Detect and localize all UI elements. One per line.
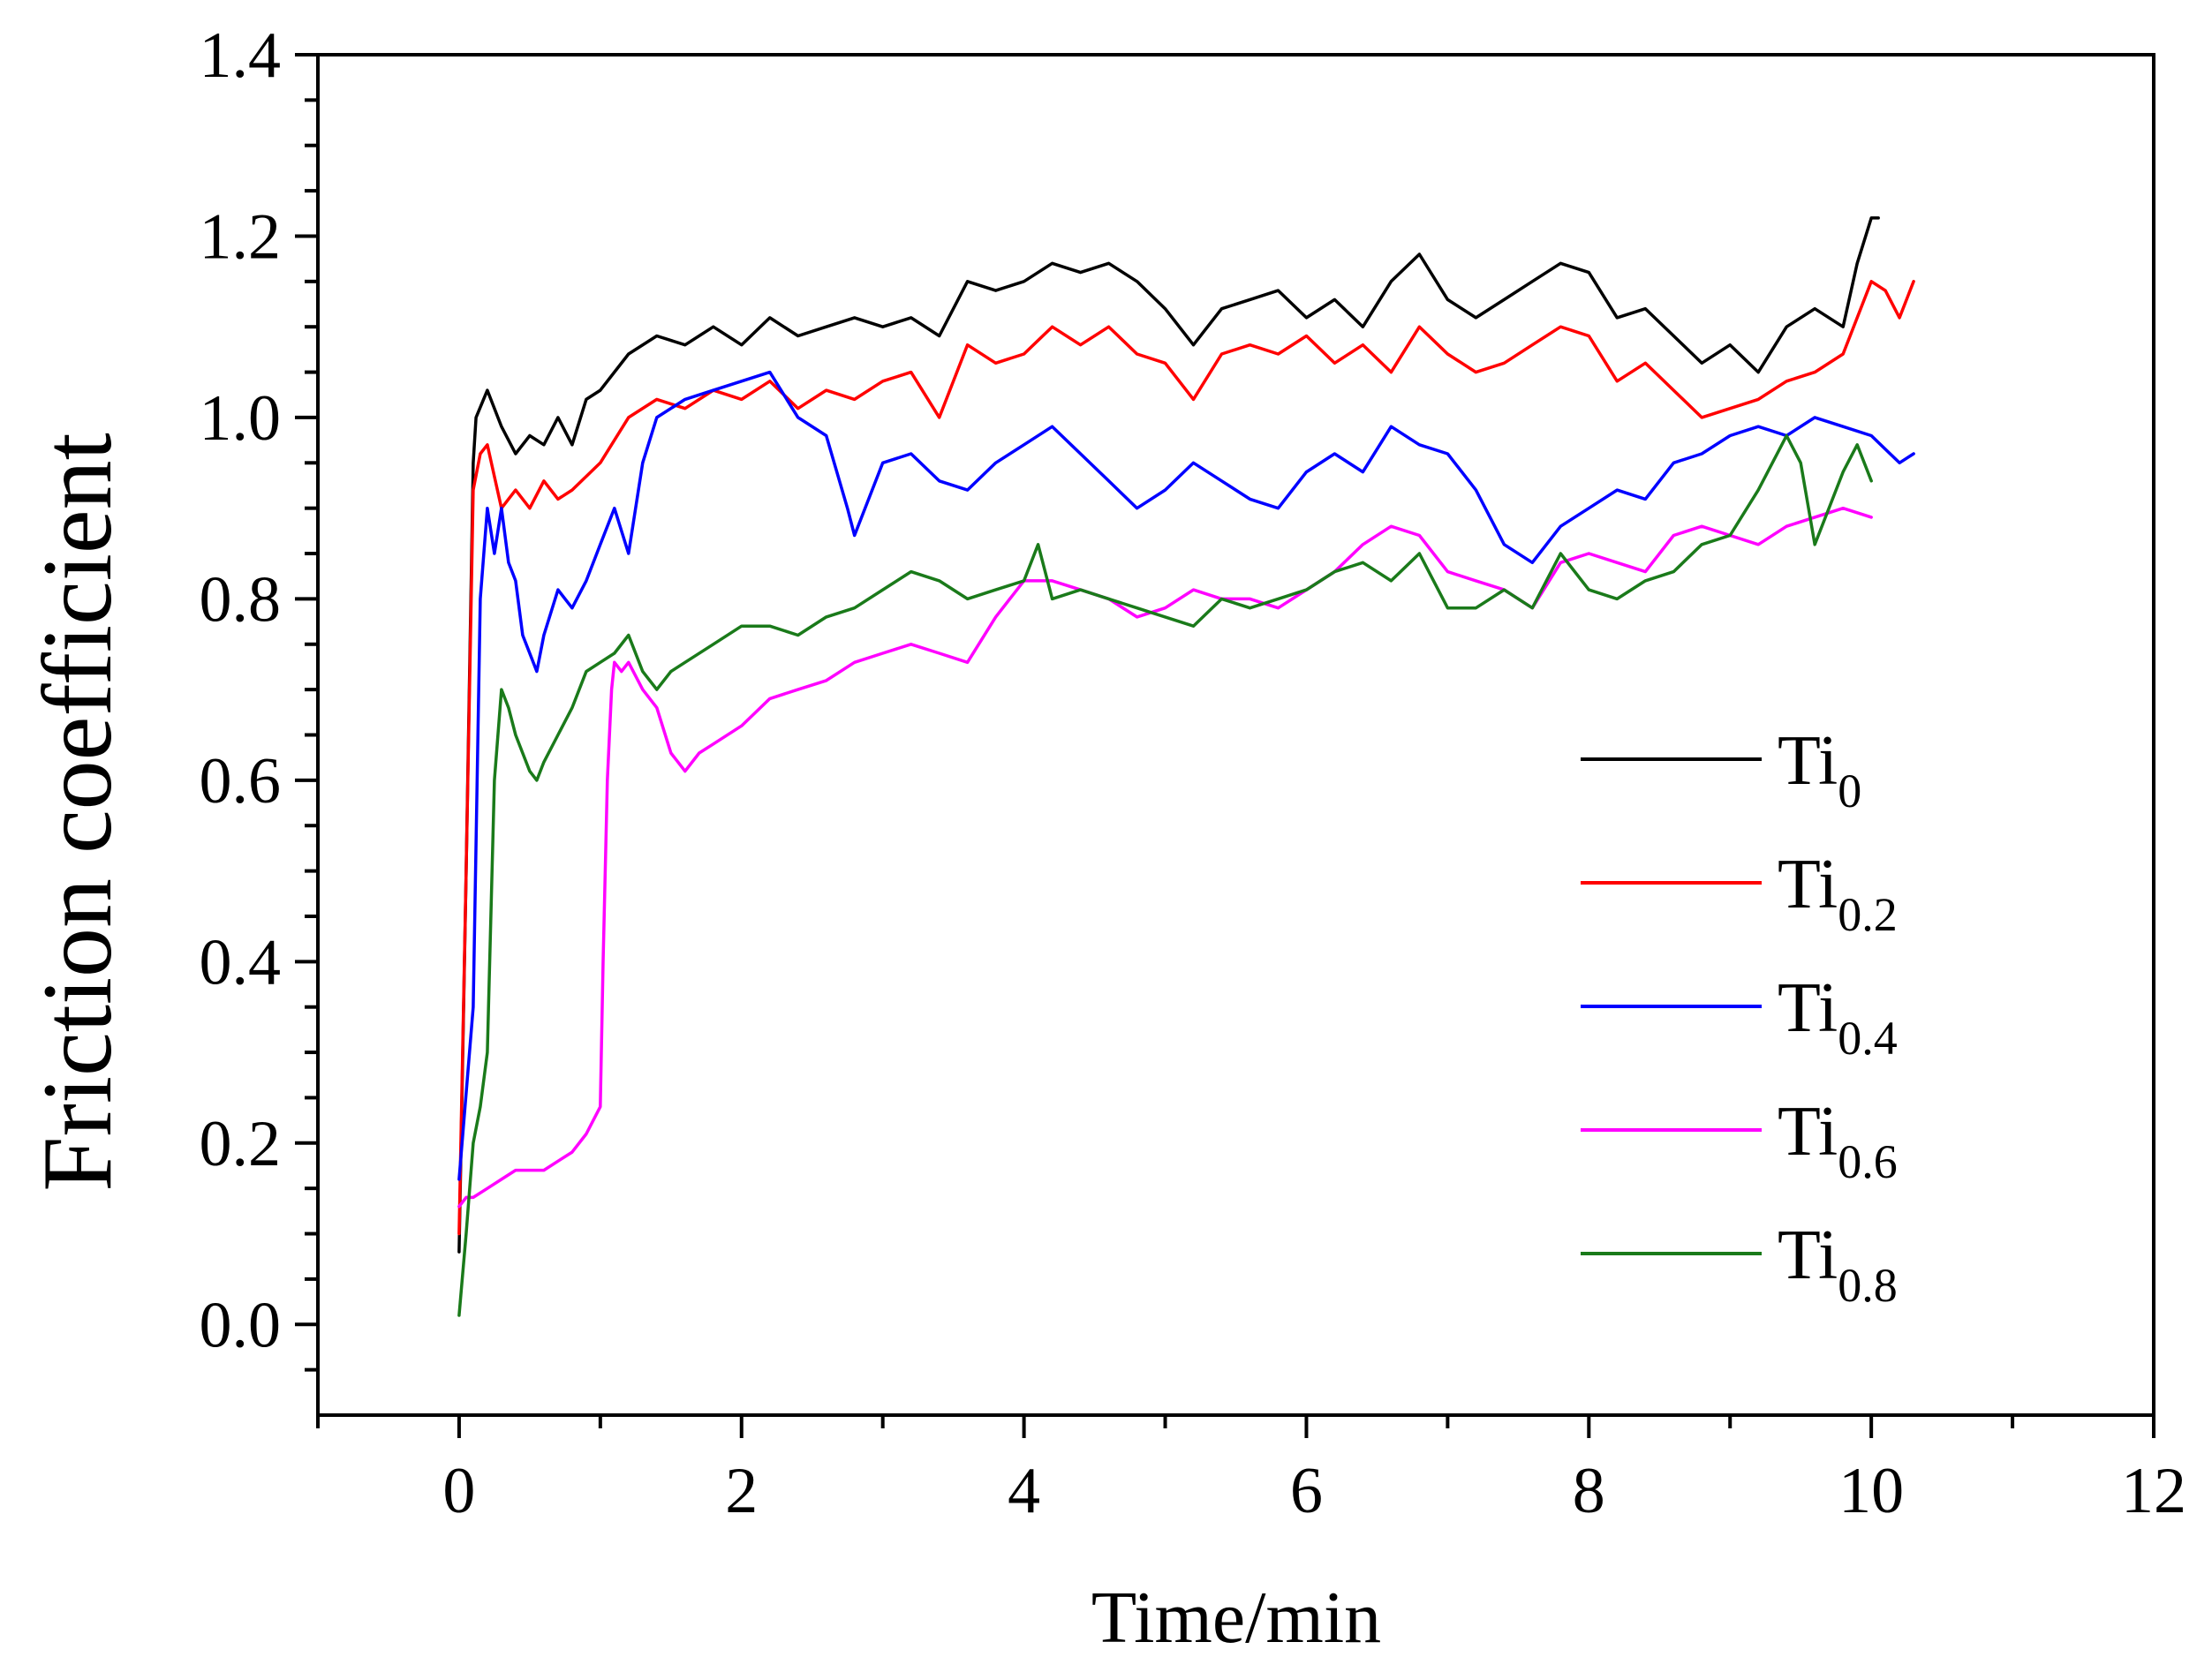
legend-label: Ti0.8 xyxy=(1778,1216,1898,1312)
y-tick-label: 0.2 xyxy=(200,1108,282,1180)
legend-label: Ti0.6 xyxy=(1778,1093,1898,1188)
series-line-Ti0-6 xyxy=(457,506,1873,1209)
x-axis-title: Time/min xyxy=(1091,1577,1381,1657)
legend-label: Ti0.4 xyxy=(1778,969,1898,1065)
x-tick-label: 8 xyxy=(1573,1455,1605,1527)
legend-label: Ti0.2 xyxy=(1778,846,1898,941)
y-tick-label: 1.4 xyxy=(200,19,282,92)
y-tick-label: 0.4 xyxy=(200,926,282,998)
legend-label: Ti0 xyxy=(1778,722,1861,817)
x-axis-ticks: 0 2 4 6 8 10 12 xyxy=(316,1415,2186,1527)
legend: Ti0 Ti0.2 Ti0.4 Ti0.6 Ti0.8 xyxy=(1581,722,1898,1312)
plot-frame xyxy=(316,53,2155,1417)
x-tick-label: 2 xyxy=(725,1455,758,1527)
y-axis-ticks: 0.0 0.2 0.4 0.6 0.8 1.0 1.2 1.4 xyxy=(200,19,318,1372)
y-tick-label: 0.8 xyxy=(200,563,282,636)
x-tick-label: 6 xyxy=(1290,1455,1323,1527)
y-tick-label: 1.0 xyxy=(200,382,282,455)
series-line-Ti0 xyxy=(457,216,1880,1254)
x-tick-label: 0 xyxy=(442,1455,475,1527)
x-tick-label: 12 xyxy=(2121,1455,2186,1527)
y-tick-label: 0.6 xyxy=(200,745,282,817)
series-line-Ti0-4 xyxy=(457,370,1915,1181)
series-lines xyxy=(457,216,1915,1317)
y-tick-label: 1.2 xyxy=(200,200,282,273)
x-tick-label: 10 xyxy=(1838,1455,1904,1527)
y-axis-title: Friction coefficient xyxy=(23,433,132,1191)
y-tick-label: 0.0 xyxy=(200,1289,282,1361)
series-line-Ti0-8 xyxy=(457,433,1873,1317)
series-line-Ti0-2 xyxy=(457,280,1915,1236)
x-tick-label: 4 xyxy=(1008,1455,1040,1527)
